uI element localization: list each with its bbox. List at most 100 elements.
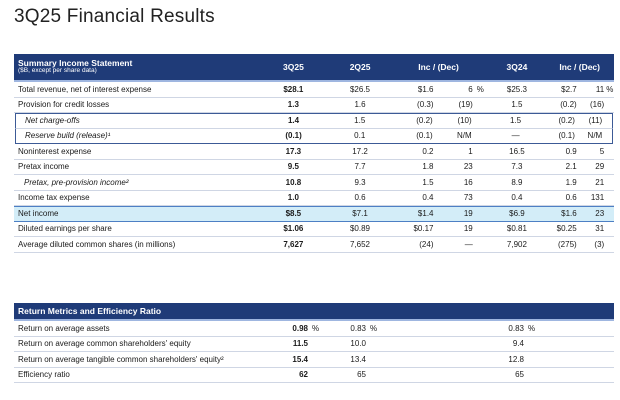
value-3q25: 7,627 bbox=[283, 239, 304, 249]
value-2q25: 13.4 bbox=[350, 354, 366, 364]
value-3q24: $25.3 bbox=[506, 84, 527, 94]
value-3q25: $1.06 bbox=[283, 224, 304, 234]
inc-dec-vs-2q25-amount: $1.4 bbox=[417, 209, 434, 219]
inc-dec-vs-2q25-amount: $0.17 bbox=[413, 224, 434, 234]
inc-dec-vs-2q25-amount: $1.6 bbox=[417, 84, 434, 94]
inc-dec-vs-3q24-amount: (0.2) bbox=[560, 100, 577, 110]
value-2q25: $0.89 bbox=[349, 224, 371, 234]
value-3q24: 1.5 bbox=[511, 100, 523, 110]
inc-dec-vs-2q25-amount: (24) bbox=[419, 239, 434, 249]
table-row: Net income $8.5 $7.1 $1.4 19 $6.9 $1.6 23 bbox=[14, 206, 614, 222]
percent-sign: % bbox=[476, 84, 484, 94]
inc-dec-vs-3q24-percent: N/M bbox=[587, 131, 603, 141]
row-label: Return on average assets bbox=[18, 323, 110, 333]
table-row: Reserve build (release)¹ (0.1) 0.1 (0.1) N/M… bbox=[15, 128, 613, 144]
value-3q24: 0.83 bbox=[508, 323, 524, 333]
inc-dec-vs-3q24-amount: 0.9 bbox=[565, 146, 577, 156]
income-table-subtitle: ($B, except per share data) bbox=[18, 67, 97, 75]
inc-dec-vs-2q25-percent: 23 bbox=[463, 162, 473, 172]
value-3q25: 1.4 bbox=[287, 116, 300, 126]
returns-table-header: Return Metrics and Efficiency Ratio bbox=[14, 303, 614, 321]
value-3q25: 0.98 bbox=[292, 323, 308, 333]
inc-dec-vs-2q25-percent: 1 bbox=[468, 146, 473, 156]
row-label: Return on average tangible common shareh… bbox=[18, 354, 224, 364]
table-row: Average diluted common shares (in millio… bbox=[14, 237, 614, 253]
inc-dec-vs-3q24-percent: 21 bbox=[595, 177, 605, 187]
value-2q25: 7.7 bbox=[354, 162, 366, 172]
col-header-inc-dec-vs-3q24: Inc / (Dec) bbox=[559, 62, 600, 72]
value-2q25: 0.1 bbox=[354, 131, 366, 141]
row-label: Return on average common shareholders' e… bbox=[18, 339, 191, 349]
row-label: Average diluted common shares (in millio… bbox=[18, 239, 176, 249]
inc-dec-vs-3q24-percent: 5 bbox=[599, 146, 605, 156]
return-metrics-table: Return Metrics and Efficiency Ratio Retu… bbox=[14, 303, 614, 383]
inc-dec-vs-2q25-percent: N/M bbox=[457, 131, 472, 141]
inc-dec-vs-2q25-percent: 19 bbox=[463, 209, 473, 219]
value-3q25: 11.5 bbox=[292, 339, 308, 349]
inc-dec-vs-3q24-amount: $2.7 bbox=[561, 84, 577, 94]
value-2q25: 1.6 bbox=[354, 100, 366, 110]
value-3q24: 65 bbox=[515, 370, 524, 380]
inc-dec-vs-3q24-amount: (0.2) bbox=[558, 116, 575, 126]
page-title: 3Q25 Financial Results bbox=[14, 6, 215, 27]
value-3q25: 9.5 bbox=[287, 162, 299, 172]
inc-dec-vs-2q25-percent: (19) bbox=[458, 100, 473, 110]
value-3q24: 16.5 bbox=[509, 146, 525, 156]
value-2q25: 0.6 bbox=[354, 193, 366, 203]
value-2q25: 65 bbox=[357, 370, 366, 380]
table-row: Return on average tangible common shareh… bbox=[14, 352, 614, 368]
value-2q25: 0.83 bbox=[350, 323, 366, 333]
row-label: Pretax, pre-provision income² bbox=[24, 177, 129, 187]
income-table-body: Total revenue, net of interest expense $2… bbox=[14, 82, 614, 253]
inc-dec-vs-2q25-amount: 1.5 bbox=[422, 177, 434, 187]
row-label: Provision for credit losses bbox=[18, 100, 110, 110]
table-row: Return on average assets 0.98% 0.83% 0.83% bbox=[14, 321, 614, 337]
inc-dec-vs-3q24-percent: (11) bbox=[588, 116, 603, 126]
percent-sign: % bbox=[370, 323, 378, 333]
value-2q25: $26.5 bbox=[349, 84, 371, 94]
inc-dec-vs-2q25-percent: 19 bbox=[463, 224, 473, 234]
inc-dec-vs-3q24-amount: (275) bbox=[558, 239, 577, 249]
inc-dec-vs-3q24-amount: $0.25 bbox=[556, 224, 577, 234]
returns-header-title-cell: Return Metrics and Efficiency Ratio bbox=[14, 305, 260, 316]
value-2q25: $7.1 bbox=[352, 209, 368, 219]
inc-dec-vs-3q24-percent: 31 bbox=[595, 224, 605, 234]
value-3q25: 62 bbox=[299, 370, 308, 380]
value-3q25: 1.0 bbox=[287, 193, 299, 203]
table-row: Total revenue, net of interest expense $2… bbox=[14, 82, 614, 98]
returns-table-body: Return on average assets 0.98% 0.83% 0.83% R… bbox=[14, 321, 614, 383]
inc-dec-vs-2q25-amount: (0.1) bbox=[416, 131, 433, 141]
row-label: Reserve build (release)¹ bbox=[25, 131, 111, 141]
value-3q24: 7.3 bbox=[511, 162, 523, 172]
percent-sign: % bbox=[312, 323, 320, 333]
table-row: Pretax, pre-provision income² 10.8 9.3 1.5 1… bbox=[14, 175, 614, 191]
value-3q25: 17.3 bbox=[285, 146, 302, 156]
inc-dec-vs-3q24-percent: 131 bbox=[590, 193, 605, 203]
value-2q25: 10.0 bbox=[350, 339, 366, 349]
row-label: Pretax income bbox=[18, 162, 70, 172]
inc-dec-vs-2q25-amount: (0.2) bbox=[416, 116, 433, 126]
col-header-3q24: 3Q24 bbox=[506, 62, 528, 72]
table-row: Return on average common shareholders' e… bbox=[14, 337, 614, 352]
inc-dec-vs-3q24-percent: 23 bbox=[595, 209, 605, 219]
value-3q25: (0.1) bbox=[285, 131, 302, 141]
row-label: Net income bbox=[18, 209, 59, 219]
inc-dec-vs-3q24-percent: 29 bbox=[595, 162, 605, 172]
inc-dec-vs-3q24-percent: 11 bbox=[595, 84, 605, 94]
row-label: Diluted earnings per share bbox=[18, 224, 112, 234]
income-table-header: Summary Income Statement ($B, except per… bbox=[14, 54, 614, 82]
returns-table-title: Return Metrics and Efficiency Ratio bbox=[18, 305, 162, 316]
inc-dec-vs-2q25-percent: 16 bbox=[463, 177, 473, 187]
value-3q24: 12.8 bbox=[508, 354, 524, 364]
value-2q25: 9.3 bbox=[354, 177, 366, 187]
table-row: Noninterest expense 17.3 17.2 0.2 1 16.5 0.9 5 bbox=[14, 144, 614, 160]
income-statement-table: Summary Income Statement ($B, except per… bbox=[14, 54, 614, 253]
inc-dec-vs-3q24-amount: $1.6 bbox=[561, 209, 577, 219]
value-3q24: 1.5 bbox=[510, 116, 522, 126]
table-row: Provision for credit losses 1.3 1.6 (0.3) (1… bbox=[14, 98, 614, 113]
inc-dec-vs-2q25-amount: 0.2 bbox=[422, 146, 434, 156]
inc-dec-vs-2q25-amount: 0.4 bbox=[422, 193, 434, 203]
row-label: Efficiency ratio bbox=[18, 370, 70, 380]
col-header-inc-dec-vs-2q25: Inc / (Dec) bbox=[418, 62, 459, 72]
table-row: Pretax income 9.5 7.7 1.8 23 7.3 2.1 29 bbox=[14, 160, 614, 175]
